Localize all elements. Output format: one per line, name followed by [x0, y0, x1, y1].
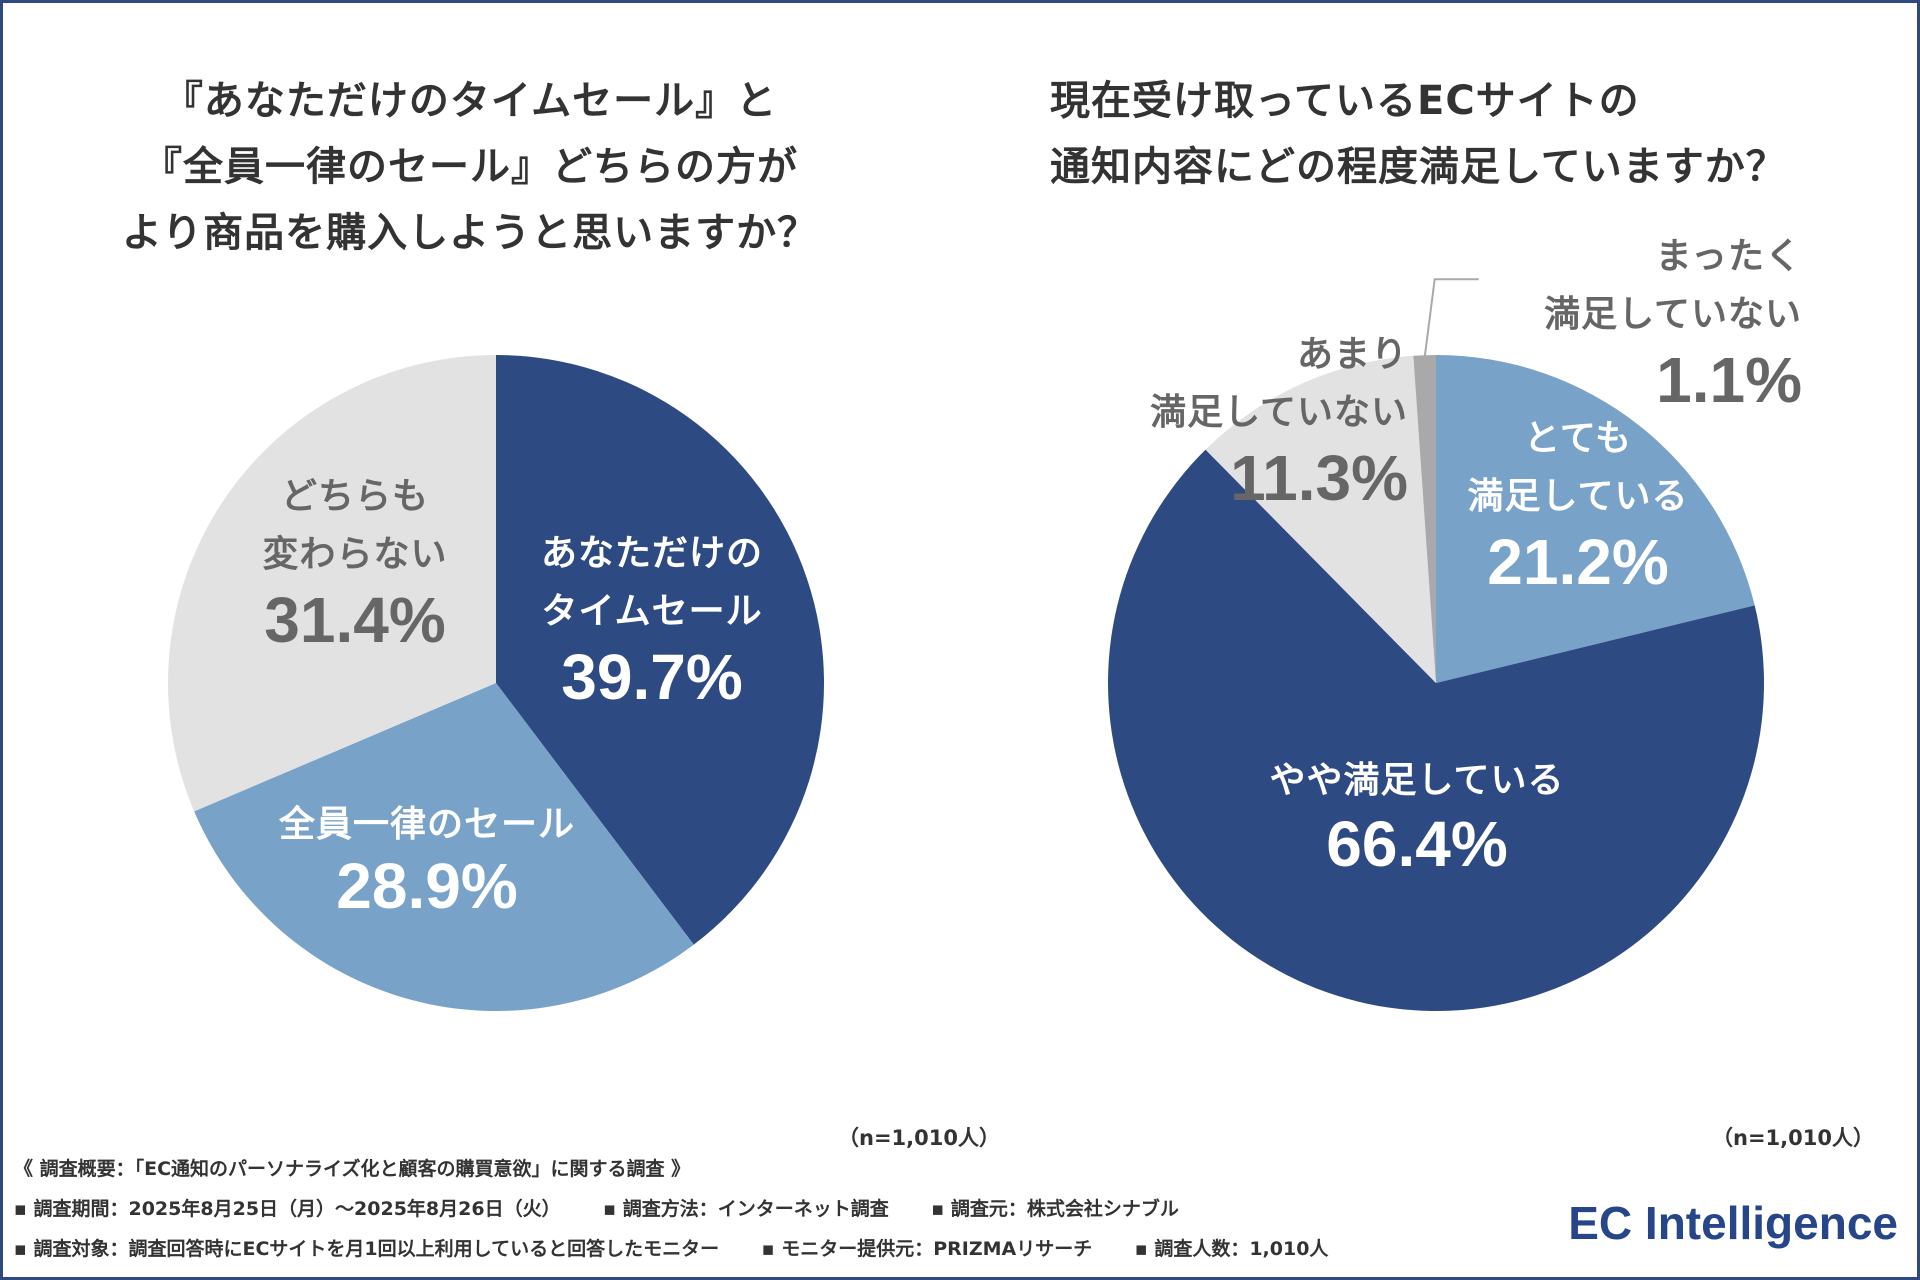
- left-title-line: 『あなただけのタイムセール』と: [162, 78, 778, 124]
- left-title-line: より商品を購入しようと思いますか？: [121, 210, 819, 256]
- slice-label: 満足している: [1468, 476, 1689, 517]
- pie-slice: [167, 355, 496, 812]
- leader-line: [1423, 278, 1479, 358]
- pie-chart-2: とても満足している21.2%やや満足している66.4%あまり満足していない11.…: [1108, 236, 1802, 1011]
- right-title-line: 現在受け取っているECサイトの: [1050, 78, 1640, 124]
- slice-label: 満足していない: [1150, 392, 1408, 433]
- slice-value-label: 39.7%: [561, 641, 742, 713]
- slice-label: 満足していない: [1544, 294, 1802, 335]
- slice-value-label: 1.1%: [1656, 344, 1802, 416]
- survey-period: ▪ 調査期間：2025年8月25日（月）〜2025年8月26日（火）: [14, 1198, 561, 1220]
- pie-slice: [194, 683, 694, 1012]
- survey-source: ▪ 調査元：株式会社シナブル: [931, 1198, 1179, 1220]
- slice-label: やや満足している: [1270, 760, 1565, 801]
- slice-label: あなただけの: [541, 533, 763, 574]
- slice-label: とても: [1524, 418, 1632, 459]
- pie-slice: [1205, 355, 1436, 683]
- slice-value-label: 11.3%: [1230, 442, 1408, 514]
- survey-method: ▪ 調査方法：インターネット調査: [603, 1198, 889, 1220]
- slice-label: どちらも: [281, 476, 429, 517]
- pie-slice: [1436, 355, 1755, 683]
- slice-value-label: 21.2%: [1487, 526, 1668, 598]
- pie-slice: [496, 355, 825, 945]
- slice-value-label: 66.4%: [1326, 808, 1507, 880]
- left-title-line: 『全員一律のセール』どちらの方が: [142, 144, 798, 190]
- survey-provider: ▪ モニター提供元：PRIZMAリサーチ: [761, 1238, 1093, 1260]
- ec-intelligence-logo: EC Intelligence: [1568, 1197, 1898, 1249]
- pie-slice: [1413, 355, 1436, 683]
- slice-label: 変わらない: [262, 533, 447, 575]
- pie-slice: [1108, 449, 1765, 1011]
- survey-details-row-1: ▪ 調査期間：2025年8月25日（月）〜2025年8月26日（火） ▪ 調査方…: [14, 1194, 1215, 1221]
- right-sample-size: （n=1,010人）: [1712, 1126, 1874, 1150]
- slice-label: 全員一律のセール: [278, 803, 575, 845]
- slice-label: あまり: [1297, 334, 1408, 375]
- slice-value-label: 28.9%: [336, 850, 517, 922]
- survey-target: ▪ 調査対象：調査回答時にECサイトを月1回以上利用していると回答したモニター: [14, 1238, 720, 1260]
- survey-overview: 《 調査概要：「EC通知のパーソナライズ化と顧客の購買意欲」に関する調査 》: [14, 1158, 691, 1180]
- left-sample-size: （n=1,010人）: [838, 1126, 1000, 1150]
- slice-value-label: 31.4%: [264, 584, 445, 656]
- survey-details-row-2: ▪ 調査対象：調査回答時にECサイトを月1回以上利用していると回答したモニター …: [14, 1234, 1364, 1261]
- slice-label: まったく: [1655, 236, 1802, 277]
- survey-count: ▪ 調査人数：1,010人: [1134, 1238, 1329, 1260]
- right-title-line: 通知内容にどの程度満足していますか？: [1050, 144, 1787, 190]
- right-chart-title: 現在受け取っているECサイトの 通知内容にどの程度満足していますか？: [1050, 68, 1870, 200]
- left-chart-title: 『あなただけのタイムセール』と 『全員一律のセール』どちらの方が より商品を購入…: [60, 68, 880, 266]
- slice-label: タイムセール: [541, 591, 762, 632]
